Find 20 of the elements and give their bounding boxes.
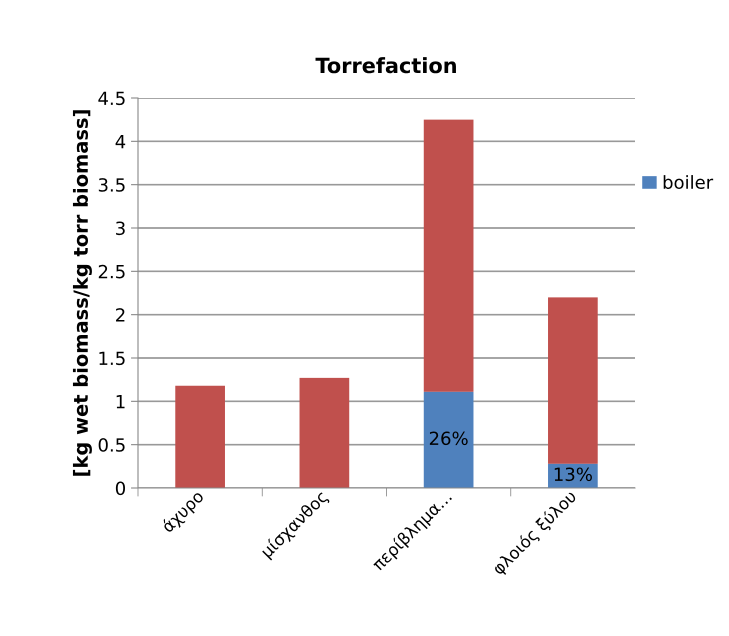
annotation: 13% [554, 467, 592, 482]
y-tick-label: 0.5 [98, 438, 125, 452]
y-tick-label: 2.5 [98, 264, 125, 278]
annotation: 26% [430, 431, 468, 446]
bar [424, 392, 474, 488]
y-tick-label: 4 [116, 135, 126, 148]
chart-title: Torrefaction [316, 57, 456, 74]
y-tick-label: 0 [116, 481, 125, 496]
y-tick-label: 3.5 [98, 178, 125, 192]
y-axis-title: [kg wet biomass/kg torr biomass] [72, 110, 92, 476]
y-tick-label: 4.5 [98, 92, 125, 106]
y-tick-label: 1.5 [99, 352, 125, 366]
y-tick-label: 3 [116, 221, 125, 236]
legend-label: boiler [664, 175, 714, 190]
y-tick-label: 2 [116, 308, 124, 322]
bar [175, 386, 225, 488]
y-tick-label: 1 [116, 395, 125, 408]
bar [548, 297, 598, 464]
bar [424, 120, 474, 392]
bar [300, 378, 350, 488]
